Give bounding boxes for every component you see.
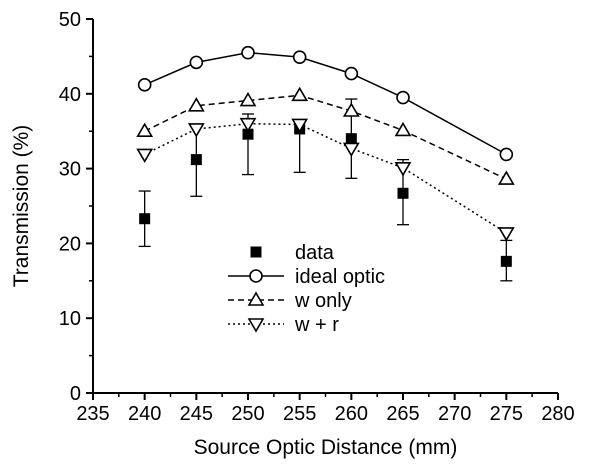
data-point [291,86,309,102]
y-tick-label: 0 [70,383,81,405]
data-point [394,121,412,137]
x-tick-label: 270 [438,403,471,425]
legend-marker [250,246,262,258]
data-point [139,213,151,225]
legend-label: w + r [294,314,339,336]
y-tick-label: 20 [59,233,81,255]
x-tick-label: 250 [231,403,264,425]
data-point [136,122,154,137]
legend-marker [247,291,265,306]
data-point [241,45,255,60]
data-point [137,78,152,92]
data-point [396,90,410,105]
series-lines [144,51,507,234]
data-point [345,133,357,145]
legend-label: ideal optic [295,266,385,288]
data-point [342,102,360,117]
y-tick-label: 50 [59,9,81,31]
ticks: 235 240 245 250 255 260 265 270 275 280 0 10 20 30 40 5… [59,9,575,425]
y-tick-label: 40 [59,84,81,106]
data-point [239,117,257,133]
data-point [397,187,409,199]
legend-label: w only [294,290,352,312]
x-tick-label: 260 [335,403,368,425]
x-tick-label: 265 [386,403,419,425]
axes [92,19,558,394]
data-point [136,148,154,163]
x-tick-label: 275 [490,403,523,425]
x-tick-label: 240 [128,403,161,425]
markers [136,45,515,267]
data-point [342,142,360,157]
data-point [394,162,412,177]
y-axis-title: Transmission (%) [10,125,33,288]
data-point [497,170,515,185]
y-tick-label: 30 [59,159,81,181]
data-point [187,123,205,138]
x-tick-label: 235 [76,403,109,425]
series-line [144,122,507,234]
data-point [189,55,204,70]
legend-label: data [295,242,335,264]
data-point [499,147,514,162]
legend-marker [249,269,263,283]
x-axis-title: Source Optic Distance (mm) [194,436,458,459]
x-tick-label: 255 [283,403,316,425]
data-point [291,118,309,134]
y-tick-label: 10 [59,308,81,330]
x-tick-label: 245 [180,403,213,425]
data-point [497,227,515,242]
x-tick-label: 280 [541,403,574,425]
data-point [242,128,254,140]
data-point [500,255,512,267]
data-point [292,50,307,64]
legend-marker [247,318,265,333]
data-point [239,91,257,107]
data-point [187,97,205,112]
data-point [190,154,202,166]
data-point [344,66,359,81]
